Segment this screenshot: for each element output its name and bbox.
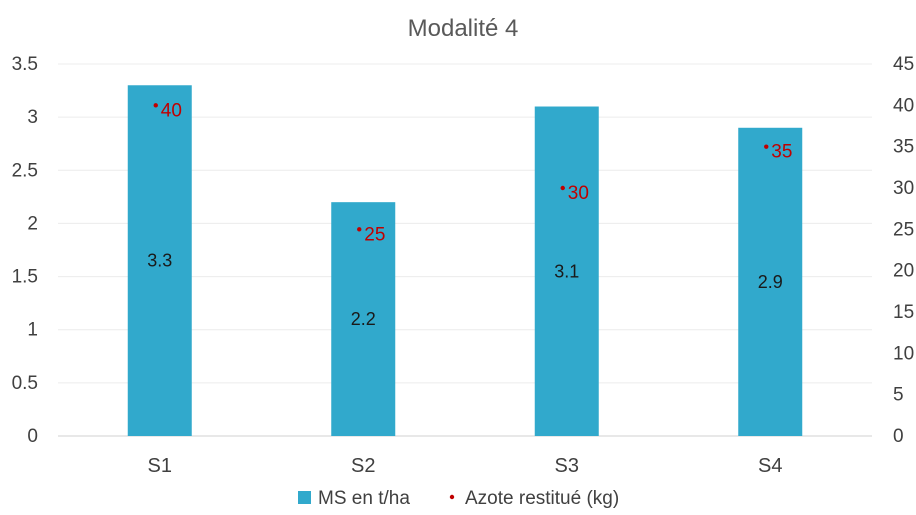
category-label: S2	[351, 455, 375, 477]
point	[357, 227, 362, 232]
left-tick-label: 3	[27, 107, 38, 128]
legend: MS en t/ha Azote restitué (kg)	[298, 488, 619, 509]
bar	[127, 85, 192, 436]
left-tick-label: 0	[27, 426, 38, 447]
point-value-label: 35	[771, 142, 792, 163]
right-tick-label: 40	[893, 95, 914, 116]
point-value-label: 30	[568, 183, 589, 204]
category-label: S1	[148, 455, 172, 477]
left-tick-label: 1	[27, 320, 38, 341]
category-label: S4	[758, 455, 782, 477]
bar-value-label: 2.2	[351, 309, 376, 329]
bar-value-label: 3.3	[147, 251, 172, 271]
right-tick-label: 0	[893, 426, 904, 447]
gridlines	[58, 63, 872, 437]
point	[560, 185, 565, 191]
chart-title: Modalité 4	[408, 15, 519, 42]
right-tick-label: 25	[893, 219, 914, 240]
left-axis: 0 0.5 1 1.5 2 2.5 3 3.5	[12, 54, 38, 447]
bar-series: 3.3 2.2 3.1 2.9	[127, 85, 803, 437]
left-tick-label: 2.5	[12, 160, 38, 181]
bar	[331, 202, 396, 436]
left-tick-label: 2	[27, 213, 38, 234]
point-value-label: 40	[161, 100, 182, 121]
left-tick-label: 3.5	[12, 54, 38, 75]
bar	[534, 106, 599, 436]
right-tick-label: 20	[893, 261, 914, 282]
right-tick-label: 5	[893, 385, 904, 406]
point	[764, 144, 769, 149]
left-tick-label: 0.5	[12, 373, 38, 394]
right-tick-label: 35	[893, 137, 914, 158]
point	[153, 103, 158, 108]
category-axis: S1 S2 S3 S4	[148, 455, 783, 477]
point-value-label: 25	[364, 224, 385, 245]
right-tick-label: 45	[893, 54, 914, 75]
legend-label-point: Azote restitué (kg)	[465, 488, 619, 509]
bar-value-label: 2.9	[758, 272, 783, 292]
point-series: 40 25 30 35	[153, 100, 792, 245]
category-label: S3	[555, 455, 579, 477]
legend-swatch-bar	[298, 491, 311, 504]
bar-value-label: 3.1	[554, 261, 579, 281]
legend-swatch-point	[449, 494, 455, 500]
bar	[738, 127, 803, 437]
left-tick-label: 1.5	[12, 267, 38, 288]
right-tick-label: 10	[893, 343, 914, 364]
legend-label-bar: MS en t/ha	[318, 488, 410, 509]
right-axis: 0 5 10 15 20 25 30 35 40 45	[893, 54, 914, 447]
right-tick-label: 30	[893, 178, 914, 199]
right-tick-label: 15	[893, 302, 914, 323]
